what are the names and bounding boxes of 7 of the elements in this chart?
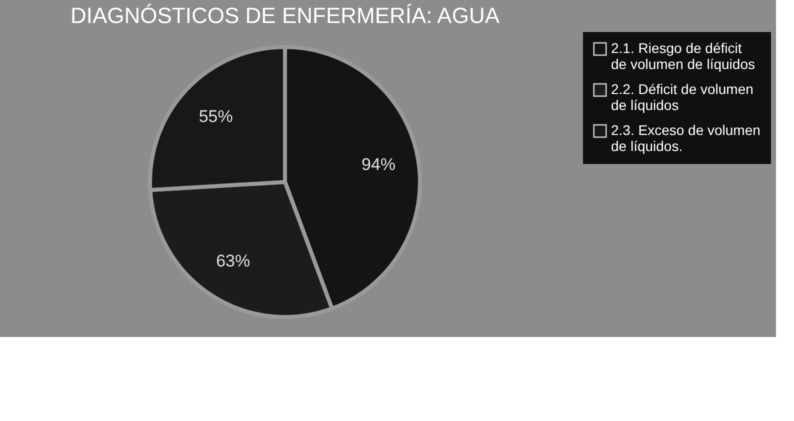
legend-label: 2.3. Exceso de volumen de líquidos. [611,122,760,154]
data-label: 94% [361,155,396,174]
chart-title: DIAGNÓSTICOS DE ENFERMERÍA: AGUA [70,3,500,28]
legend-label: 2.1. Riesgo de déficit de volumen de líquidos [611,40,755,72]
legend-label: 2.2. Déficit de volumen de líquidos [611,81,754,113]
data-label: 55% [198,106,233,126]
data-label: 63% [216,252,250,271]
